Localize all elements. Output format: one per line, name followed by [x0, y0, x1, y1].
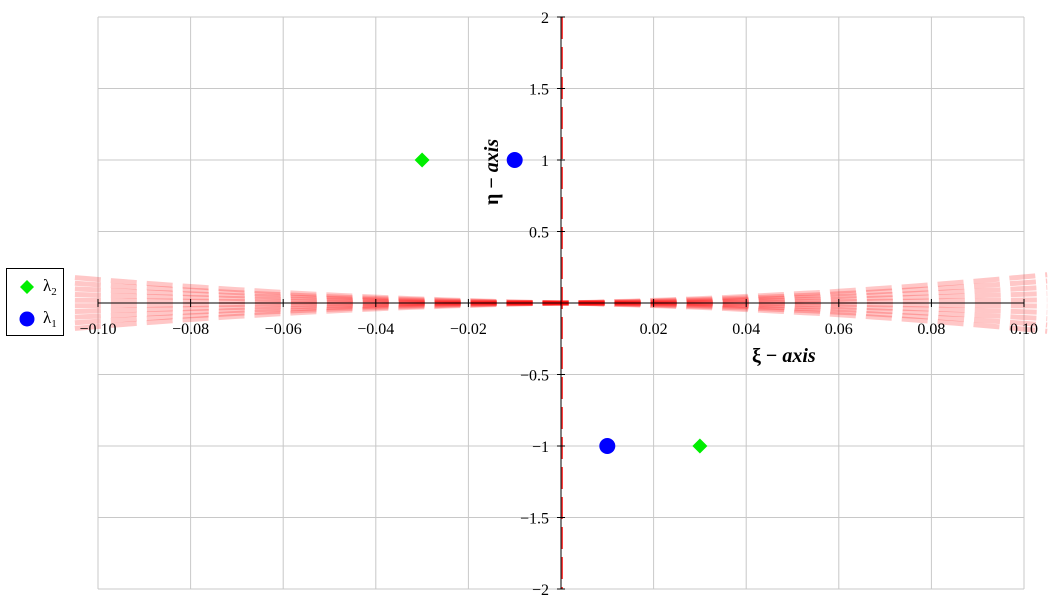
x-tick-label: −0.04 — [357, 321, 394, 338]
x-tick-label: 0.02 — [640, 321, 668, 338]
x-axis-label: ξ − axis — [752, 345, 816, 367]
x-tick-label: −0.06 — [265, 321, 302, 338]
y-tick-label: −2 — [532, 582, 549, 599]
legend-item-lambda1: λ1 — [7, 307, 65, 331]
x-tick-label: 0.10 — [1010, 321, 1038, 338]
point-λ2 — [414, 152, 430, 168]
x-tick-label: −0.08 — [172, 321, 209, 338]
point-λ1 — [506, 152, 523, 168]
legend-item-lambda2: λ2 — [7, 275, 65, 299]
diamond-marker-icon — [20, 280, 34, 294]
tick-labels: −0.10 −0.08 −0.06 −0.04 −0.02 0.02 0.04 0.06 0.0… — [79, 10, 1038, 599]
legend-label-lambda2: λ2 — [43, 276, 57, 298]
legend: λ2 λ1 — [6, 268, 64, 336]
x-tick-label: 0.08 — [917, 321, 945, 338]
y-tick-label: 1 — [541, 153, 549, 170]
y-tick-label: −1 — [532, 439, 549, 456]
legend-label-lambda1: λ1 — [43, 308, 57, 330]
x-tick-label: 0.06 — [825, 321, 853, 338]
y-tick-label: 0.5 — [529, 225, 549, 242]
axes — [98, 17, 1024, 589]
circle-marker-icon — [19, 311, 35, 327]
x-tick-label: −0.10 — [79, 321, 116, 338]
y-tick-label: 1.5 — [529, 82, 549, 99]
point-λ1 — [599, 438, 616, 454]
x-tick-label: 0.04 — [732, 321, 760, 338]
y-tick-label: −1.5 — [520, 511, 549, 528]
x-tick-label: −0.02 — [450, 321, 487, 338]
y-tick-label: 2 — [541, 10, 549, 27]
y-tick-label: −0.5 — [520, 368, 549, 385]
point-λ2 — [692, 438, 708, 454]
data-points — [414, 152, 708, 454]
y-axis-label: η − axis — [481, 139, 503, 205]
